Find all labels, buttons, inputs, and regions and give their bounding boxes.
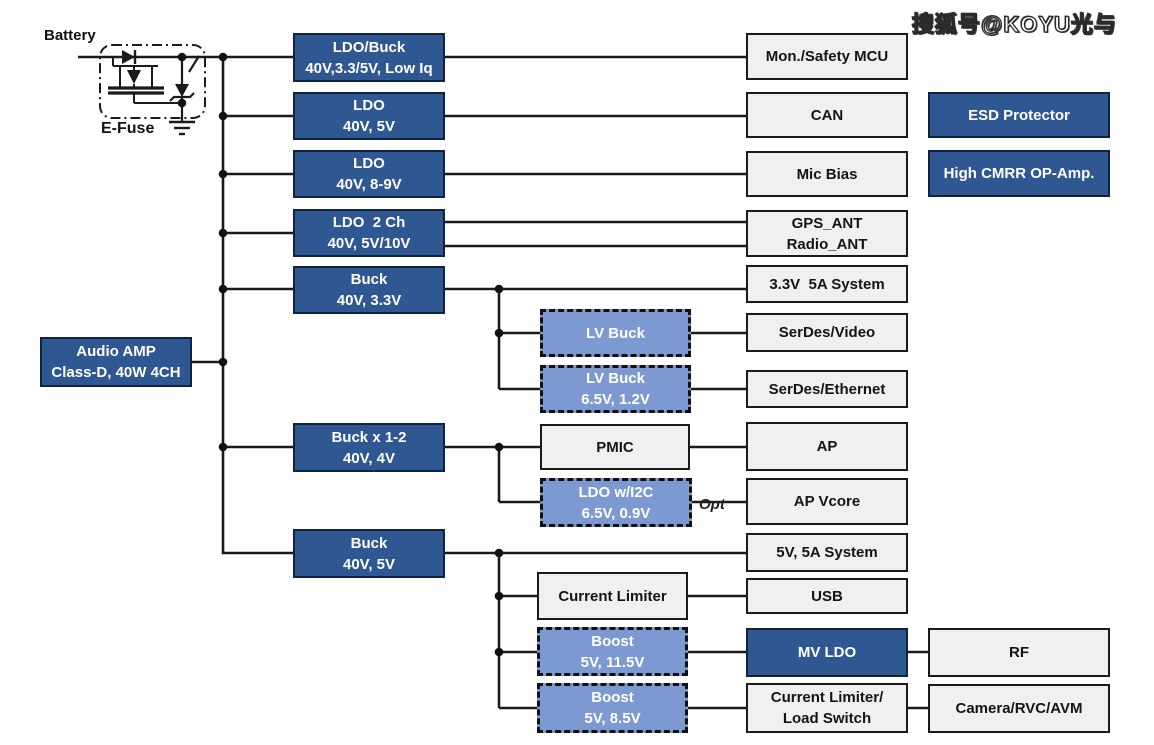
load-3v3-5a-system: 3.3V 5A System xyxy=(746,265,908,303)
load-5v-5a-system: 5V, 5A System xyxy=(746,533,908,572)
load-label: Mon./Safety MCU xyxy=(765,48,889,65)
battery-label: Battery xyxy=(44,27,96,44)
block-boost-8v5: Boost 5V, 8.5V xyxy=(537,683,688,733)
block-sublabel: 40V, 3.3V xyxy=(336,292,402,309)
block-label: Boost xyxy=(591,689,634,706)
load-ap: AP xyxy=(746,422,908,471)
block-label: Current Limiter xyxy=(558,587,667,605)
block-esd-protector: ESD Protector xyxy=(928,92,1110,138)
load-label: Camera/RVC/AVM xyxy=(955,700,1083,717)
block-label: Buck xyxy=(350,271,388,288)
efuse-dashed-outline xyxy=(99,44,206,119)
block-label: Audio AMP xyxy=(76,343,156,360)
load-label: Mic Bias xyxy=(796,165,858,183)
connection-wires xyxy=(78,55,928,710)
block-pmic: PMIC xyxy=(540,424,690,470)
block-sublabel: 40V,3.3/5V, Low Iq xyxy=(305,59,433,77)
load-can: CAN xyxy=(746,92,908,138)
load-sublabel: Radio_ANT xyxy=(786,235,868,253)
block-label: MV LDO xyxy=(797,644,857,661)
block-label: ESD Protector xyxy=(968,106,1070,124)
block-sublabel: 5V, 11.5V xyxy=(580,653,645,671)
load-label: 3.3V 5A System xyxy=(769,275,885,293)
block-label: Buck x 1-2 xyxy=(331,428,407,446)
load-label: SerDes/Ethernet xyxy=(768,380,886,398)
block-label: LV Buck xyxy=(586,324,645,342)
load-sublabel: Load Switch xyxy=(782,710,872,727)
load-ap-vcore: AP Vcore xyxy=(746,478,908,525)
load-rf: RF xyxy=(928,628,1110,677)
block-ldo-i2c: LDO w/I2C 6.5V, 0.9V xyxy=(540,478,692,527)
opt-label: Opt xyxy=(699,496,725,513)
block-current-limiter: Current Limiter xyxy=(537,572,688,620)
block-lv-buck-1: LV Buck xyxy=(540,309,691,357)
load-current-limiter-load-switch: Current Limiter/ Load Switch xyxy=(746,683,908,733)
load-mon-safety-mcu: Mon./Safety MCU xyxy=(746,33,908,80)
mosfet-icon xyxy=(108,57,182,104)
block-sublabel: 40V, 5V xyxy=(343,118,395,135)
ground-icon xyxy=(169,120,195,136)
zener-diode-icon xyxy=(169,55,200,121)
block-label: LV Buck xyxy=(586,370,645,387)
block-mv-ldo: MV LDO xyxy=(746,628,908,677)
block-sublabel: 6.5V, 0.9V xyxy=(581,504,651,522)
load-camera-rvc-avm: Camera/RVC/AVM xyxy=(928,684,1110,733)
block-label: Boost xyxy=(591,632,634,650)
block-label: Buck xyxy=(350,534,388,552)
block-label: LDO w/I2C xyxy=(578,483,654,501)
block-label: LDO 2 Ch xyxy=(332,214,406,231)
block-ldo-buck: LDO/Buck 40V,3.3/5V, Low Iq xyxy=(293,33,445,82)
load-label: Current Limiter/ xyxy=(770,689,884,706)
block-sublabel: 40V, 8-9V xyxy=(336,176,402,193)
load-usb: USB xyxy=(746,578,908,614)
load-gps-radio-ant: GPS_ANT Radio_ANT xyxy=(746,210,908,257)
load-serdes-video: SerDes/Video xyxy=(746,313,908,352)
block-sublabel: 40V, 5V xyxy=(343,555,395,573)
block-label: LDO/Buck xyxy=(332,38,406,56)
load-serdes-ethernet: SerDes/Ethernet xyxy=(746,370,908,408)
efuse-circuit xyxy=(99,44,206,136)
load-label: RF xyxy=(1009,644,1029,661)
block-boost-11v5: Boost 5V, 11.5V xyxy=(537,627,688,676)
block-sublabel: 6.5V, 1.2V xyxy=(581,391,650,408)
block-buck-x1-2: Buck x 1-2 40V, 4V xyxy=(293,423,445,472)
load-label: 5V, 5A System xyxy=(776,544,878,561)
block-sublabel: 5V, 8.5V xyxy=(584,710,641,727)
watermark: 搜狐号@KOYU光与 xyxy=(911,11,1118,37)
load-label: AP xyxy=(816,438,838,455)
block-label: High CMRR OP-Amp. xyxy=(943,165,1095,182)
block-audio-amp: Audio AMP Class-D, 40W 4CH xyxy=(40,337,192,387)
block-label: LDO xyxy=(353,97,385,114)
block-sublabel: 40V, 4V xyxy=(343,449,395,467)
block-buck-5v: Buck 40V, 5V xyxy=(293,529,445,578)
load-label: AP Vcore xyxy=(793,493,861,510)
block-high-cmrr-opamp: High CMRR OP-Amp. xyxy=(928,150,1110,197)
load-label: GPS_ANT xyxy=(791,214,863,232)
load-label: SerDes/Video xyxy=(778,324,876,341)
block-label: PMIC xyxy=(596,438,634,456)
block-sublabel: Class-D, 40W 4CH xyxy=(51,364,181,381)
load-label: CAN xyxy=(810,106,844,124)
block-ldo-2ch: LDO 2 Ch 40V, 5V/10V xyxy=(293,209,445,257)
load-label: USB xyxy=(811,587,843,605)
diode-icon xyxy=(122,50,135,64)
block-sublabel: 40V, 5V/10V xyxy=(327,235,411,252)
block-lv-buck-2: LV Buck 6.5V, 1.2V xyxy=(540,365,691,413)
block-label: LDO xyxy=(353,155,385,172)
efuse-label: E-Fuse xyxy=(101,120,155,137)
block-ldo-8-9v: LDO 40V, 8-9V xyxy=(293,150,445,198)
block-ldo-5v: LDO 40V, 5V xyxy=(293,92,445,140)
junction-dots xyxy=(177,52,504,657)
block-buck-3v3: Buck 40V, 3.3V xyxy=(293,266,445,314)
load-mic-bias: Mic Bias xyxy=(746,151,908,197)
